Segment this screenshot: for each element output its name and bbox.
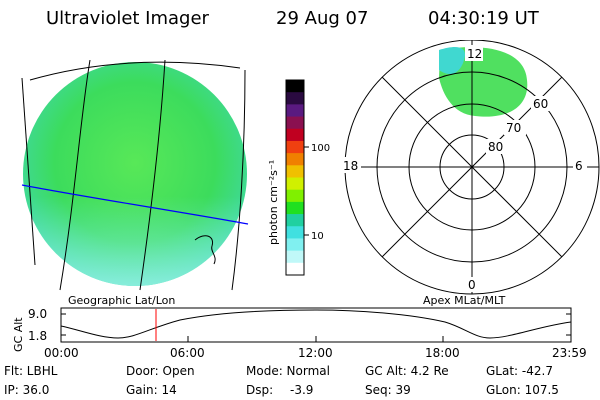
time-label: 04:30:19 UT: [428, 8, 539, 29]
color-scale-bar: 100 10 photon cm⁻²s⁻¹: [267, 79, 330, 276]
gc-alt-status: GC Alt: 4.2 Re: [365, 364, 449, 378]
mlat-label-60: 60: [533, 97, 548, 111]
colorbar-cell: [286, 262, 304, 276]
gain-status: Gain: 14: [126, 383, 177, 397]
colorbar-cell: [286, 140, 304, 154]
colorbar-cell: [286, 250, 304, 264]
xtick-1800: 18:00: [425, 346, 460, 360]
mlat-label-80: 80: [488, 140, 503, 154]
seq-status: Seq: 39: [365, 383, 411, 397]
geographic-image-panel: [21, 60, 249, 291]
glat-status: GLat: -42.7: [486, 364, 553, 378]
colorbar-cell: [286, 189, 304, 203]
parallel-line: [29, 61, 241, 81]
mlt-label-12: 12: [467, 47, 482, 61]
meridian-line: [21, 77, 36, 266]
colorbar-cell: [286, 238, 304, 252]
ytick-9: 9.0: [28, 307, 47, 321]
ytick-1.8: 1.8: [28, 329, 47, 343]
colorbar-cell: [286, 116, 304, 130]
meridian-line: [59, 60, 91, 291]
dsp-value: -3.9: [290, 383, 314, 397]
mlt-label-18: 18: [343, 159, 358, 173]
date-label: 29 Aug 07: [276, 8, 369, 29]
colorbar-cell: [286, 214, 304, 227]
colorbar-cell: [286, 177, 304, 191]
filter-status: Flt: LBHL: [4, 364, 58, 378]
mlt-label-6: 6: [575, 159, 583, 173]
colorbar-tick-10: 10: [311, 231, 324, 242]
xtick-0600: 06:00: [170, 346, 205, 360]
colorbar-cell: [286, 92, 304, 105]
dsp-label: Dsp:: [246, 383, 274, 397]
colorbar-cell: [286, 153, 304, 166]
colorbar-cell: [286, 165, 304, 178]
orbit-altitude-timeline: GC Alt 9.0 1.8: [12, 307, 572, 352]
instrument-title: Ultraviolet Imager: [46, 8, 209, 29]
geographic-title: Geographic Lat/Lon: [68, 294, 176, 307]
colorbar-cell: [286, 104, 304, 118]
apex-title: Apex MLat/MLT: [423, 294, 506, 307]
colorbar-tick-100: 100: [311, 143, 330, 154]
colorbar-cell: [286, 201, 304, 215]
polar-mlt-panel: 12 60 70 80 18 6 0: [341, 40, 600, 295]
mlt-label-0: 0: [468, 278, 476, 292]
colorbar-unit-label: photon cm⁻²s⁻¹: [267, 160, 280, 245]
glon-status: GLon: 107.5: [486, 383, 559, 397]
colorbar-cell: [286, 128, 304, 142]
xtick-1200: 12:00: [298, 346, 333, 360]
mode-status: Mode: Normal: [246, 364, 330, 378]
meridian-line: [231, 69, 246, 291]
door-status: Door: Open: [126, 364, 195, 378]
altitude-curve: [60, 309, 572, 339]
colorbar-cell: [286, 80, 304, 93]
equator-line: [21, 184, 249, 225]
meridian-line: [139, 60, 166, 291]
ip-status: IP: 36.0: [4, 383, 50, 397]
mlat-label-70: 70: [506, 121, 521, 135]
xtick-2359: 23:59: [552, 346, 587, 360]
coastline: [194, 235, 216, 265]
xtick-0000: 00:00: [44, 346, 79, 360]
colorbar-cell: [286, 226, 304, 239]
timeline-ylabel: GC Alt: [12, 317, 25, 352]
